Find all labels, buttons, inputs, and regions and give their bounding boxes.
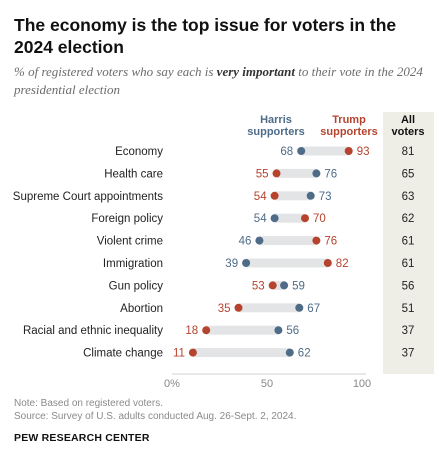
trump-dot xyxy=(270,191,279,200)
chart-title: The economy is the top issue for voters … xyxy=(14,15,397,57)
all-voters-value: 37 xyxy=(402,348,415,360)
footnote: Note: Based on registered voters. Source… xyxy=(14,397,296,423)
harris-value-label: 59 xyxy=(292,280,305,292)
harris-dot xyxy=(242,259,251,267)
trump-dot xyxy=(268,281,277,290)
trump-value-label: 70 xyxy=(313,213,326,225)
range-bar xyxy=(238,303,300,313)
source-text: Source: Survey of U.S. adults conducted … xyxy=(14,411,297,422)
harris-value-label: 73 xyxy=(319,191,332,203)
trump-value-label: 18 xyxy=(185,325,198,337)
legend-all-voters-line: voters xyxy=(391,126,424,138)
subtitle-after: to their vote in the 2024 presidential e… xyxy=(14,64,423,97)
harris-value-label: 54 xyxy=(254,213,267,225)
legend-harris-line: supporters xyxy=(247,126,304,138)
all-voters-value: 81 xyxy=(402,146,415,158)
subtitle-emphasis: very important xyxy=(216,64,296,79)
trump-dot xyxy=(272,169,281,178)
legend-all-voters-line: All xyxy=(401,114,415,126)
trump-dot xyxy=(344,147,353,155)
all-voters-value: 63 xyxy=(402,191,415,203)
harris-dot xyxy=(270,214,279,223)
harris-value-label: 62 xyxy=(298,348,311,360)
harris-value-label: 76 xyxy=(324,168,337,180)
harris-value-label: 39 xyxy=(225,258,238,270)
category-label: Racial and ethnic inequality xyxy=(23,325,163,337)
category-label: Supreme Court appointments xyxy=(13,191,163,203)
harris-value-label: 68 xyxy=(280,146,293,158)
trump-value-label: 55 xyxy=(256,168,269,180)
range-bar xyxy=(192,348,290,358)
harris-dot xyxy=(297,147,306,155)
category-label: Immigration xyxy=(103,258,163,270)
range-bar xyxy=(272,280,285,290)
all-voters-value: 61 xyxy=(402,258,415,270)
trump-value-label: 82 xyxy=(336,258,349,270)
trump-dot xyxy=(301,214,309,223)
all-voters-column-bg xyxy=(383,112,434,374)
trump-value-label: 54 xyxy=(254,191,267,203)
trump-value-label: 53 xyxy=(252,280,265,292)
all-voters-value: 37 xyxy=(402,325,415,337)
all-voters-value: 61 xyxy=(402,236,415,248)
harris-dot xyxy=(255,236,264,245)
legend-trump-line: Trump xyxy=(332,114,366,126)
legend-trump-line: supporters xyxy=(320,126,377,138)
range-bar xyxy=(259,236,317,246)
category-label: Violent crime xyxy=(97,236,163,248)
category-label: Foreign policy xyxy=(91,213,163,225)
harris-dot xyxy=(280,281,289,290)
trump-dot xyxy=(234,303,243,312)
harris-dot xyxy=(274,326,283,335)
harris-value-label: 67 xyxy=(307,303,320,315)
category-label: Health care xyxy=(104,168,163,180)
harris-dot xyxy=(295,303,304,312)
trump-value-label: 11 xyxy=(173,348,185,360)
range-bar xyxy=(301,146,349,156)
range-bar xyxy=(206,325,279,335)
harris-dot xyxy=(312,169,321,178)
subtitle-before: % of registered voters who say each is xyxy=(14,64,217,79)
harris-value-label: 56 xyxy=(286,325,299,337)
range-bar xyxy=(274,213,305,223)
x-tick-label: 50 xyxy=(261,378,273,390)
all-voters-value: 51 xyxy=(402,303,415,315)
trump-value-label: 93 xyxy=(357,146,370,158)
all-voters-value: 56 xyxy=(402,280,415,292)
category-label: Gun policy xyxy=(109,280,164,292)
trump-dot xyxy=(323,259,332,267)
trump-dot xyxy=(202,326,211,335)
harris-dot xyxy=(285,348,294,357)
range-bar xyxy=(274,191,311,201)
harris-value-label: 46 xyxy=(239,236,252,248)
chart-subtitle: % of registered voters who say each is v… xyxy=(14,63,434,99)
x-tick-label: 0% xyxy=(164,378,180,390)
all-voters-value: 65 xyxy=(402,168,415,180)
all-voters-value: 62 xyxy=(402,213,415,225)
category-label: Economy xyxy=(115,146,163,158)
trump-dot xyxy=(188,348,197,357)
note-text: Note: Based on registered voters. xyxy=(14,398,163,409)
category-label: Climate change xyxy=(83,348,163,360)
category-label: Abortion xyxy=(120,303,163,315)
range-bar xyxy=(276,168,317,178)
harris-dot xyxy=(306,191,315,200)
trump-value-label: 76 xyxy=(324,236,337,248)
trump-dot xyxy=(312,236,321,245)
x-tick-label: 100 xyxy=(353,378,371,390)
brand-label: PEW RESEARCH CENTER xyxy=(14,432,150,444)
trump-value-label: 35 xyxy=(218,303,231,315)
range-bar xyxy=(246,258,328,268)
legend-harris-line: Harris xyxy=(260,114,292,126)
